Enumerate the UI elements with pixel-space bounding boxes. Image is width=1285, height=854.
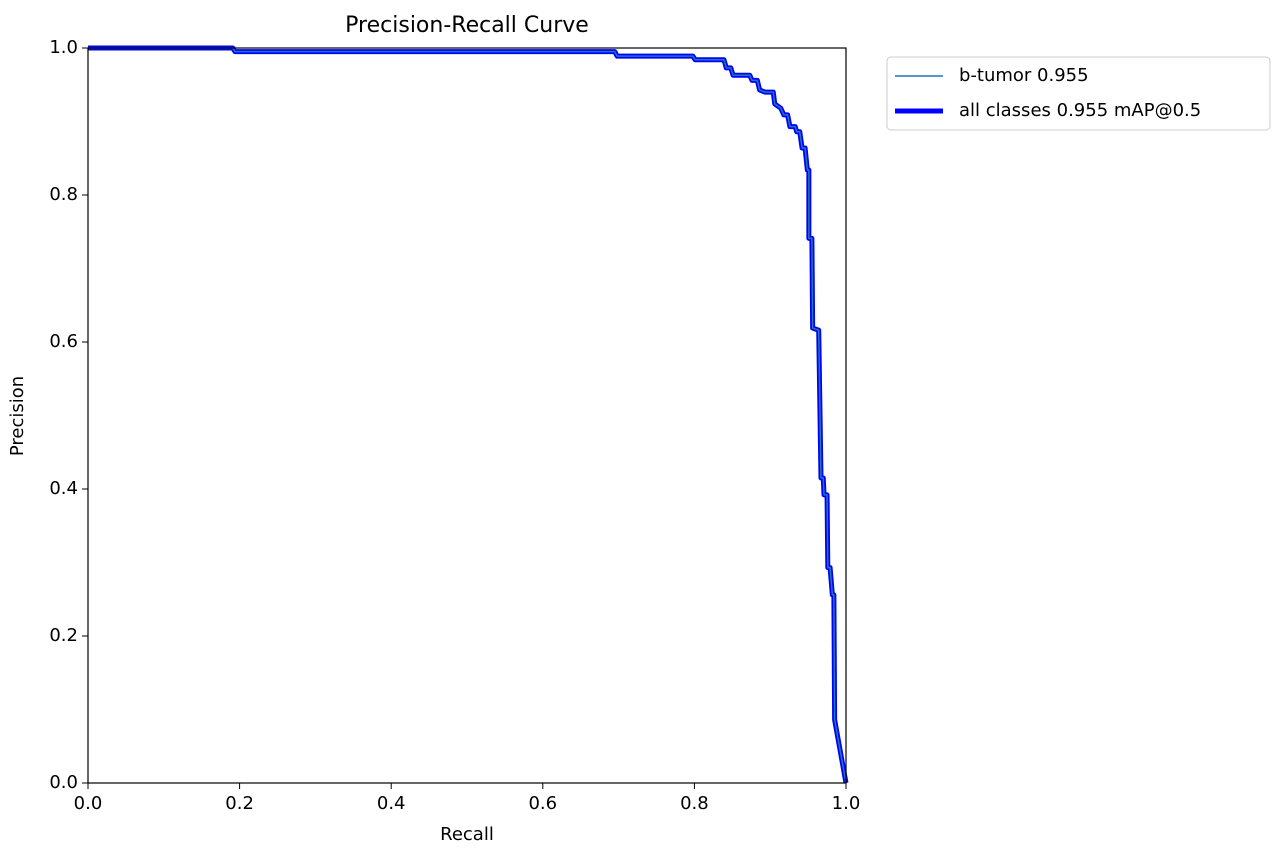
x-tick-label: 1.0 [832,793,861,814]
x-axis-label: Recall [440,824,494,845]
series-line [88,45,849,784]
x-tick-label: 0.8 [680,793,709,814]
plot-frame [87,47,847,784]
x-tick-label: 0.2 [225,793,254,814]
x-tick-label: 0.6 [528,793,557,814]
y-tick-label: 0.6 [49,331,78,352]
legend-label: all classes 0.955 mAP@0.5 [959,100,1201,121]
x-tick-label: 0.4 [377,793,406,814]
y-tick-label: 1.0 [49,37,78,58]
y-tick-label: 0.2 [49,625,78,646]
legend-label: b-tumor 0.955 [959,65,1089,86]
y-tick-label: 0.4 [49,478,78,499]
x-tick-label: 0.0 [74,793,103,814]
y-axis-label: Precision [7,376,28,456]
chart-title: Precision-Recall Curve [345,13,589,38]
y-tick-label: 0.8 [49,184,78,205]
y-tick-label: 0.0 [49,772,78,793]
series-line [88,47,847,784]
legend-box [886,56,1271,131]
